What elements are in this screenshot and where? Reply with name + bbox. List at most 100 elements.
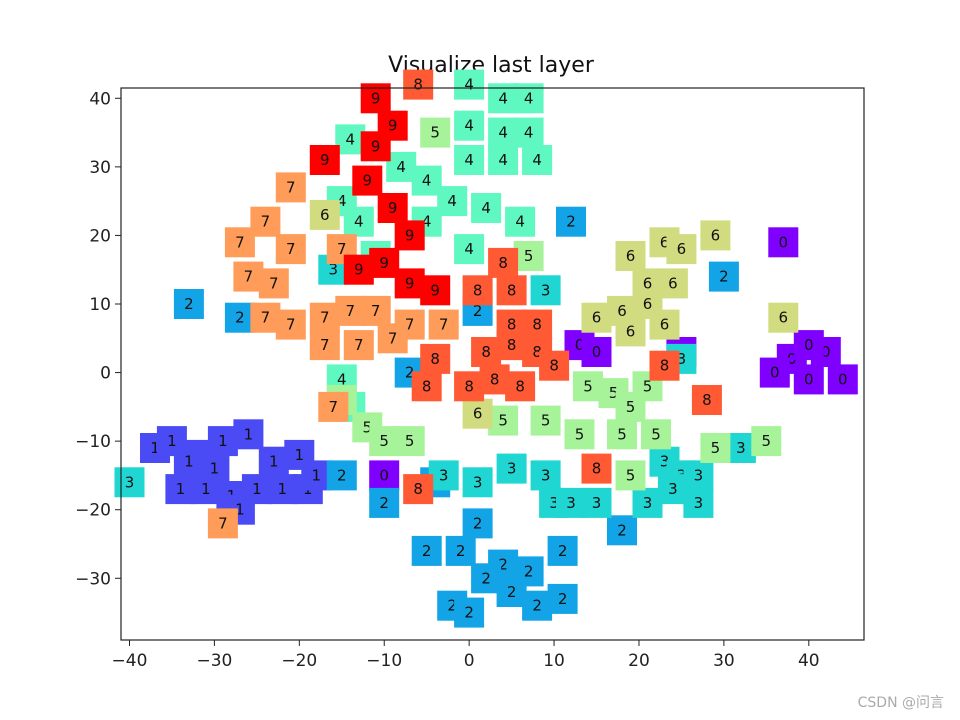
data-point: 3 — [530, 460, 561, 491]
data-point: 5 — [607, 419, 637, 450]
data-point-marker — [471, 337, 502, 367]
data-point-label: 6 — [473, 405, 483, 423]
data-point-label: 6 — [677, 240, 687, 258]
data-point: 5 — [369, 426, 400, 457]
data-point-marker — [522, 309, 553, 340]
data-point-marker — [462, 275, 493, 306]
y-tick-label: 0 — [100, 364, 111, 384]
data-point-label: 2 — [617, 521, 627, 539]
data-point-label: 6 — [643, 274, 653, 292]
data-point-label: 1 — [150, 439, 160, 457]
data-point-label: 7 — [337, 240, 347, 258]
data-point-label: 2 — [558, 542, 568, 560]
data-point-marker — [454, 597, 485, 628]
data-point-label: 6 — [617, 302, 627, 320]
data-point-label: 2 — [422, 542, 432, 560]
data-point: 3 — [657, 474, 688, 505]
data-point-label: 0 — [838, 370, 848, 388]
data-point-label: 1 — [210, 460, 220, 478]
data-point-marker — [360, 131, 391, 162]
data-point-label: 3 — [473, 473, 483, 491]
data-point-marker — [250, 206, 281, 237]
data-point-label: 4 — [498, 124, 508, 142]
data-point-marker — [496, 330, 527, 361]
data-point-label: 8 — [702, 391, 712, 409]
data-point: 3 — [462, 467, 493, 498]
data-point: 9 — [394, 220, 425, 251]
data-point-label: 6 — [660, 233, 670, 251]
data-point-label: 7 — [320, 309, 330, 327]
data-point: 8 — [522, 309, 553, 340]
data-point: 4 — [505, 206, 536, 237]
data-point: 0 — [369, 460, 400, 491]
data-point: 7 — [275, 172, 306, 203]
data-point-label: 8 — [507, 281, 517, 299]
data-point: 9 — [377, 193, 408, 223]
data-point-label: 1 — [312, 466, 322, 484]
data-point-label: 7 — [261, 309, 271, 327]
data-point-label: 0 — [804, 370, 814, 388]
data-point-marker — [207, 426, 238, 457]
data-point: 3 — [530, 275, 561, 306]
data-point: 9 — [360, 131, 391, 162]
data-point: 2 — [445, 535, 476, 566]
data-point: 4 — [471, 193, 502, 223]
y-tick-label: −20 — [75, 501, 111, 521]
data-point-marker — [513, 241, 544, 271]
data-point: 7 — [258, 268, 289, 299]
data-point-label: 8 — [549, 357, 559, 375]
data-point: 7 — [233, 261, 264, 292]
data-point-label: 4 — [346, 130, 356, 148]
data-point: 8 — [454, 371, 485, 402]
data-point-marker — [462, 467, 493, 498]
data-point-label: 8 — [507, 316, 517, 334]
data-point-label: 9 — [371, 89, 381, 107]
data-point-label: 2 — [498, 556, 508, 574]
data-point-marker — [471, 193, 502, 223]
data-point-label: 4 — [447, 192, 457, 210]
data-point: 0 — [581, 337, 612, 367]
data-point: 7 — [318, 391, 349, 422]
data-point-marker — [573, 371, 603, 402]
data-point: 8 — [539, 350, 570, 381]
data-point-marker — [403, 474, 434, 505]
data-point-label: 2 — [507, 583, 517, 601]
data-point: 6 — [615, 241, 646, 271]
data-point: 7 — [275, 234, 306, 265]
data-point-marker — [768, 227, 799, 258]
data-point: 7 — [224, 227, 255, 258]
data-point: 6 — [649, 309, 680, 340]
data-point: 7 — [309, 302, 340, 333]
data-point-label: 0 — [779, 233, 789, 251]
data-point-label: 1 — [269, 453, 279, 471]
data-point-marker — [258, 268, 289, 299]
data-point: 1 — [190, 474, 221, 505]
data-point-marker — [751, 426, 782, 457]
data-point-marker — [309, 302, 340, 333]
data-point-label: 9 — [354, 261, 364, 279]
data-point-label: 1 — [176, 480, 186, 498]
data-point: 2 — [708, 261, 739, 292]
data-point-label: 7 — [286, 178, 296, 196]
data-point-label: 8 — [430, 350, 440, 368]
data-point: 5 — [573, 371, 603, 402]
data-point-marker — [488, 247, 519, 278]
data-point-label: 3 — [668, 480, 678, 498]
data-point: 4 — [522, 145, 553, 175]
data-point: 3 — [725, 433, 756, 463]
data-point-marker — [479, 364, 510, 395]
data-point-marker — [581, 337, 612, 367]
data-point-marker — [258, 446, 289, 477]
data-point-label: 2 — [481, 569, 491, 587]
data-point-label: 2 — [532, 597, 542, 615]
data-point: 5 — [700, 433, 731, 463]
data-point-marker — [114, 467, 145, 498]
data-point-marker — [641, 419, 671, 450]
data-point: 1 — [173, 446, 204, 477]
data-point-marker — [649, 350, 680, 381]
data-point: 4 — [488, 145, 519, 175]
x-tick-label: −10 — [366, 651, 402, 671]
data-point-label: 0 — [770, 364, 780, 382]
data-point-marker — [250, 302, 281, 333]
